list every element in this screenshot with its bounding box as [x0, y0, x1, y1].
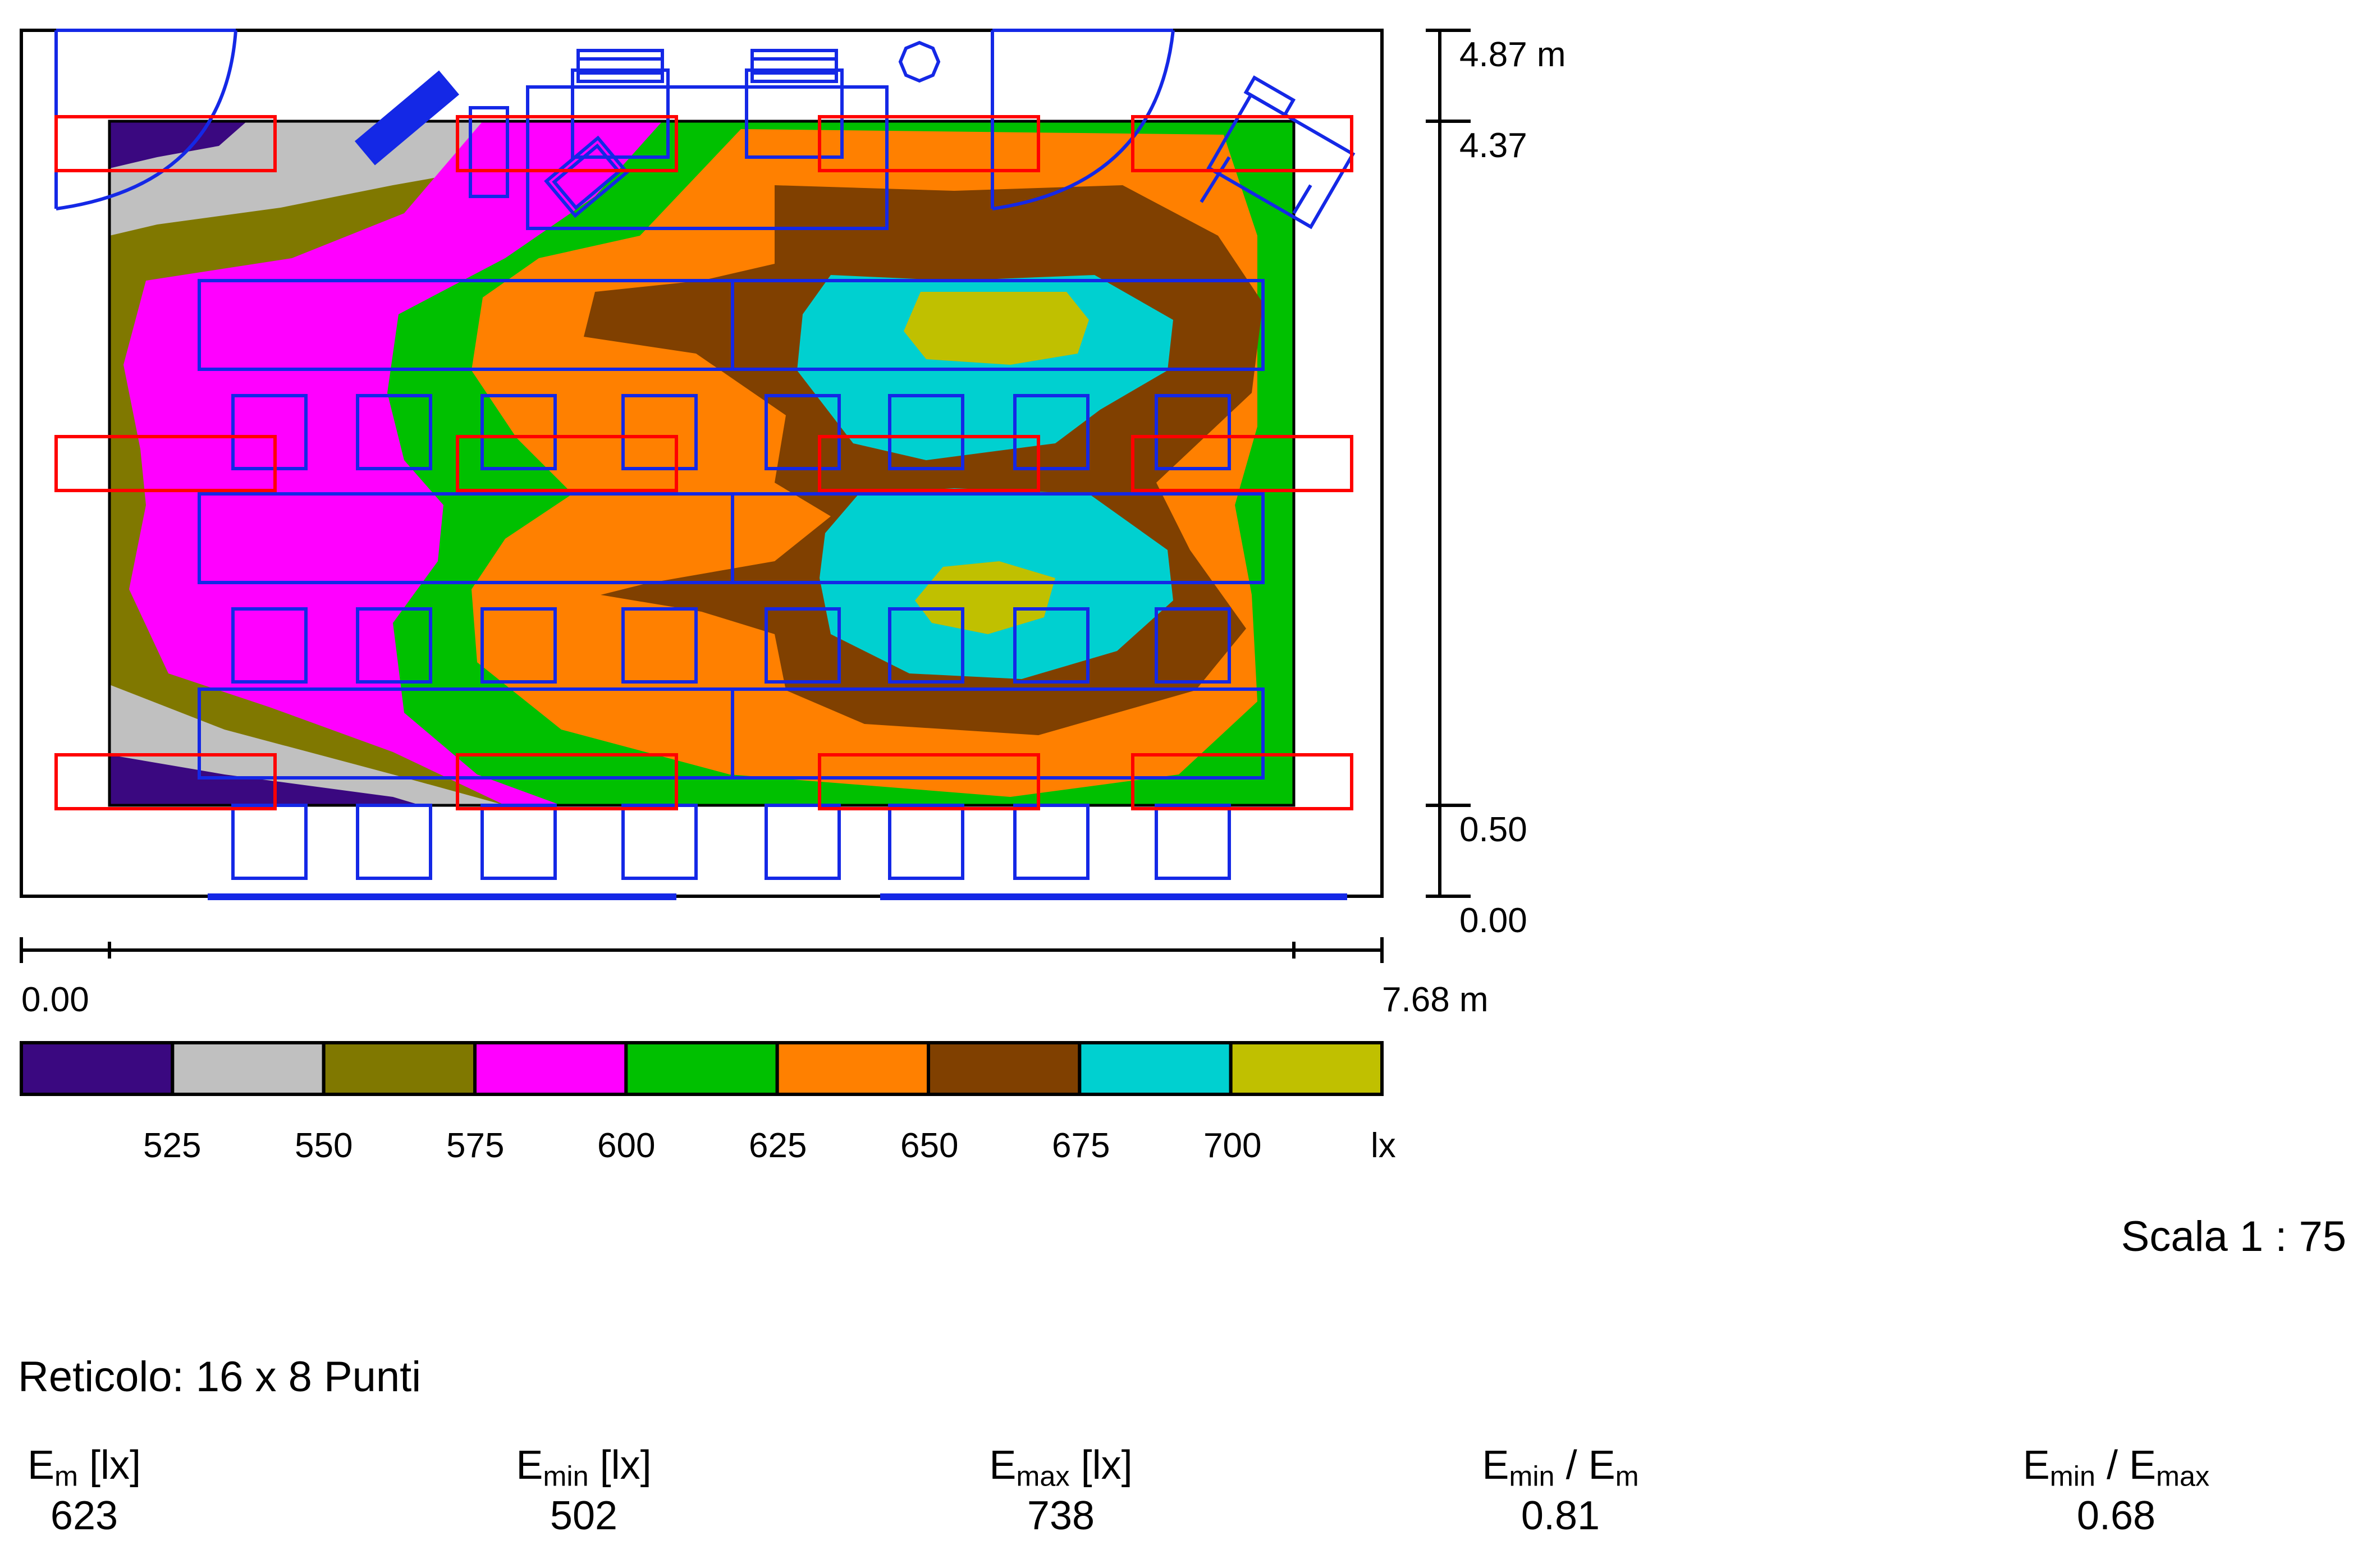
chairs-row-3	[231, 804, 1231, 880]
legend-tick-7: 700	[1203, 1126, 1262, 1165]
legend-swatch	[775, 1041, 930, 1096]
stat-em: Em [lx] 623	[17, 1442, 152, 1539]
furniture	[54, 29, 1356, 900]
band-purple-top	[109, 121, 247, 168]
stat-label: Em [lx]	[27, 1443, 141, 1492]
stat-emax: Emax [lx] 738	[965, 1442, 1156, 1539]
legend-swatch	[171, 1041, 326, 1096]
vertical-dimension	[1426, 29, 1471, 898]
stat-value: 0.81	[1521, 1493, 1600, 1538]
legend-swatch	[624, 1041, 779, 1096]
room-outline	[20, 29, 1384, 898]
stat-label: Emax [lx]	[989, 1443, 1133, 1492]
band-gray-top	[109, 121, 505, 236]
legend-tick-1: 550	[295, 1126, 353, 1165]
legend-tick-5: 650	[900, 1126, 959, 1165]
column-octagon	[898, 40, 941, 83]
dim-bottom-label: 0.00	[1459, 901, 1527, 940]
chairs-row-1	[231, 394, 1231, 470]
band-purple-bottom	[109, 755, 421, 805]
stat-emin-em: Emin / Em 0.81	[1454, 1442, 1667, 1539]
luminaires	[54, 115, 1353, 810]
stat-emin-emax: Emin / Emax 0.68	[1993, 1442, 2240, 1539]
grid-label: Reticolo: 16 x 8 Punti	[18, 1353, 422, 1401]
legend-tick-2: 575	[446, 1126, 505, 1165]
legend-swatch	[322, 1041, 477, 1096]
horizontal-dimension	[20, 937, 1384, 963]
task-area-outline	[108, 120, 1296, 807]
stat-label: Emin / Emax	[2022, 1443, 2210, 1492]
legend-tick-4: 625	[749, 1126, 807, 1165]
band-olive-lower	[915, 561, 1055, 634]
dim-top2-label: 4.37	[1459, 126, 1527, 165]
legend-swatch	[20, 1041, 175, 1096]
dim-top-label: 4.87 m	[1459, 35, 1566, 74]
door-right	[991, 29, 1175, 210]
dim-bottom2-label: 0.50	[1459, 810, 1527, 849]
dim-x-start-label: 0.00	[21, 980, 89, 1019]
legend-unit: lx	[1371, 1126, 1396, 1165]
isolux-bands	[109, 121, 1294, 805]
legend-colorbar	[20, 1041, 1384, 1096]
stat-value: 502	[550, 1493, 618, 1538]
stat-label: Emin / Em	[1482, 1443, 1639, 1492]
band-olive-upper	[904, 292, 1089, 365]
legend-swatch	[1078, 1041, 1233, 1096]
stat-label: Emin [lx]	[516, 1443, 652, 1492]
dim-x-end-label: 7.68 m	[1382, 980, 1489, 1019]
chairs-row-2	[231, 607, 1231, 684]
stat-value: 0.68	[2076, 1493, 2156, 1538]
stat-value: 738	[1027, 1493, 1095, 1538]
stat-value: 623	[50, 1493, 118, 1538]
legend-swatch	[1229, 1041, 1384, 1096]
legend-tick-6: 675	[1052, 1126, 1110, 1165]
stat-emin: Emin [lx] 502	[494, 1442, 674, 1539]
legend-tick-0: 525	[143, 1126, 202, 1165]
legend-swatch	[473, 1041, 628, 1096]
legend-tick-3: 600	[597, 1126, 656, 1165]
legend-swatch	[927, 1041, 1082, 1096]
scale-label: Scala 1 : 75	[2121, 1213, 2346, 1260]
